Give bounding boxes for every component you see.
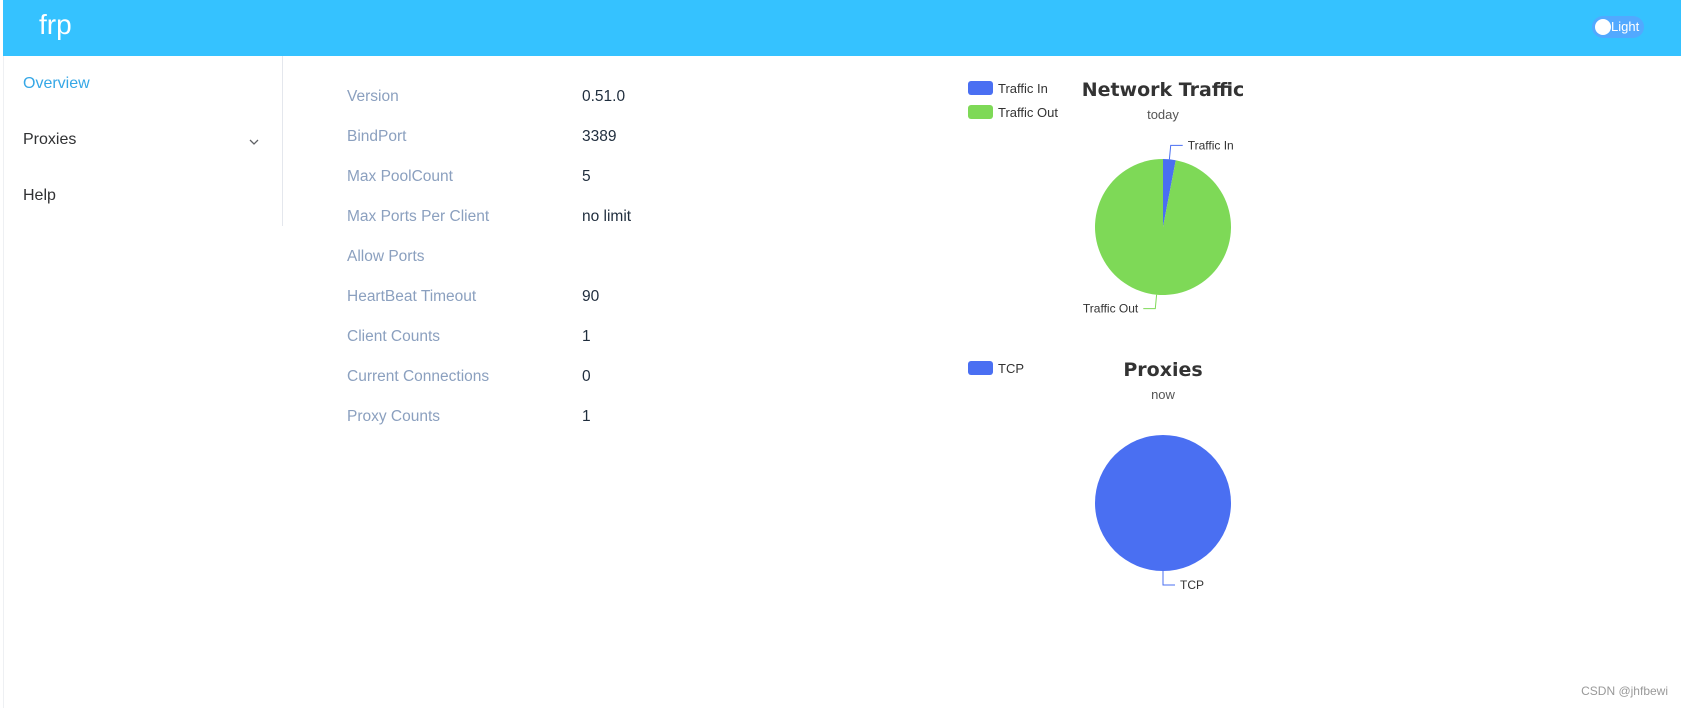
proxies-subtitle: now (1151, 387, 1175, 402)
pie-slice-tcp[interactable] (1095, 435, 1231, 571)
legend-swatch-traffic-in[interactable] (968, 81, 993, 95)
pie-label-tcp: TCP (1180, 578, 1204, 592)
watermark-text: CSDN @jhfbewi (1581, 684, 1668, 698)
info-label-current-connections: Current Connections (347, 368, 490, 385)
info-label-allow-ports: Allow Ports (347, 248, 425, 265)
sidebar-item-overview[interactable]: Overview (23, 75, 90, 92)
pie-leader-line-traffic-out (1143, 294, 1158, 310)
proxies-pie: TCP (1095, 435, 1231, 592)
legend-swatch-tcp[interactable] (968, 361, 993, 375)
legend-label-tcp[interactable]: TCP (998, 361, 1024, 376)
info-value-version: 0.51.0 (582, 88, 626, 105)
info-value-bindport: 3389 (582, 128, 617, 145)
info-value-current-connections: 0 (582, 368, 591, 385)
info-value-client-counts: 1 (582, 328, 591, 345)
pie-leader-line-tcp (1162, 571, 1175, 586)
info-value-max-poolcount: 5 (582, 168, 591, 185)
info-label-proxy-counts: Proxy Counts (347, 408, 441, 425)
proxies-title: Proxies (1123, 359, 1202, 381)
info-value-proxy-counts: 1 (582, 408, 591, 425)
network-traffic-title: Network Traffic (1082, 79, 1245, 101)
theme-toggle-switch[interactable]: Light (1592, 16, 1644, 38)
sidebar-item-proxies[interactable]: Proxies (23, 131, 77, 148)
pie-slice-traffic-out[interactable] (1095, 159, 1231, 295)
pie-leader-line-traffic-in (1168, 144, 1183, 160)
info-value-heartbeat-timeout: 90 (582, 288, 600, 305)
info-label-max-poolcount: Max PoolCount (347, 168, 453, 185)
chevron-down-icon[interactable] (248, 136, 260, 148)
info-label-max-ports-per-client: Max Ports Per Client (347, 208, 490, 225)
sidebar-item-help[interactable]: Help (23, 187, 56, 204)
brand-logo-text: frp (39, 9, 72, 40)
theme-toggle-label: Light (1611, 19, 1640, 34)
toggle-knob-icon (1595, 19, 1611, 35)
info-label-heartbeat-timeout: HeartBeat Timeout (347, 288, 477, 305)
proxies-chart: TCP Proxies now TCP (968, 359, 1231, 592)
top-header: frp Light (3, 0, 1681, 56)
legend-swatch-traffic-out[interactable] (968, 105, 993, 119)
info-label-client-counts: Client Counts (347, 328, 441, 345)
network-traffic-pie: Traffic In Traffic Out (1083, 138, 1234, 315)
network-traffic-subtitle: today (1147, 107, 1179, 122)
legend-label-traffic-in[interactable]: Traffic In (998, 81, 1048, 96)
network-traffic-chart: Traffic In Traffic Out Network Traffic t… (968, 79, 1245, 316)
sidebar-menu: Overview Proxies Help (3, 56, 283, 226)
pie-slice-traffic-in[interactable] (1163, 159, 1176, 227)
info-label-version: Version (347, 88, 399, 105)
pie-label-traffic-out: Traffic Out (1083, 302, 1139, 316)
pie-label-traffic-in: Traffic In (1188, 138, 1234, 152)
window-edge (0, 0, 4, 708)
info-value-max-ports-per-client: no limit (582, 208, 632, 225)
info-label-bindport: BindPort (347, 128, 407, 145)
legend-label-traffic-out[interactable]: Traffic Out (998, 105, 1058, 120)
